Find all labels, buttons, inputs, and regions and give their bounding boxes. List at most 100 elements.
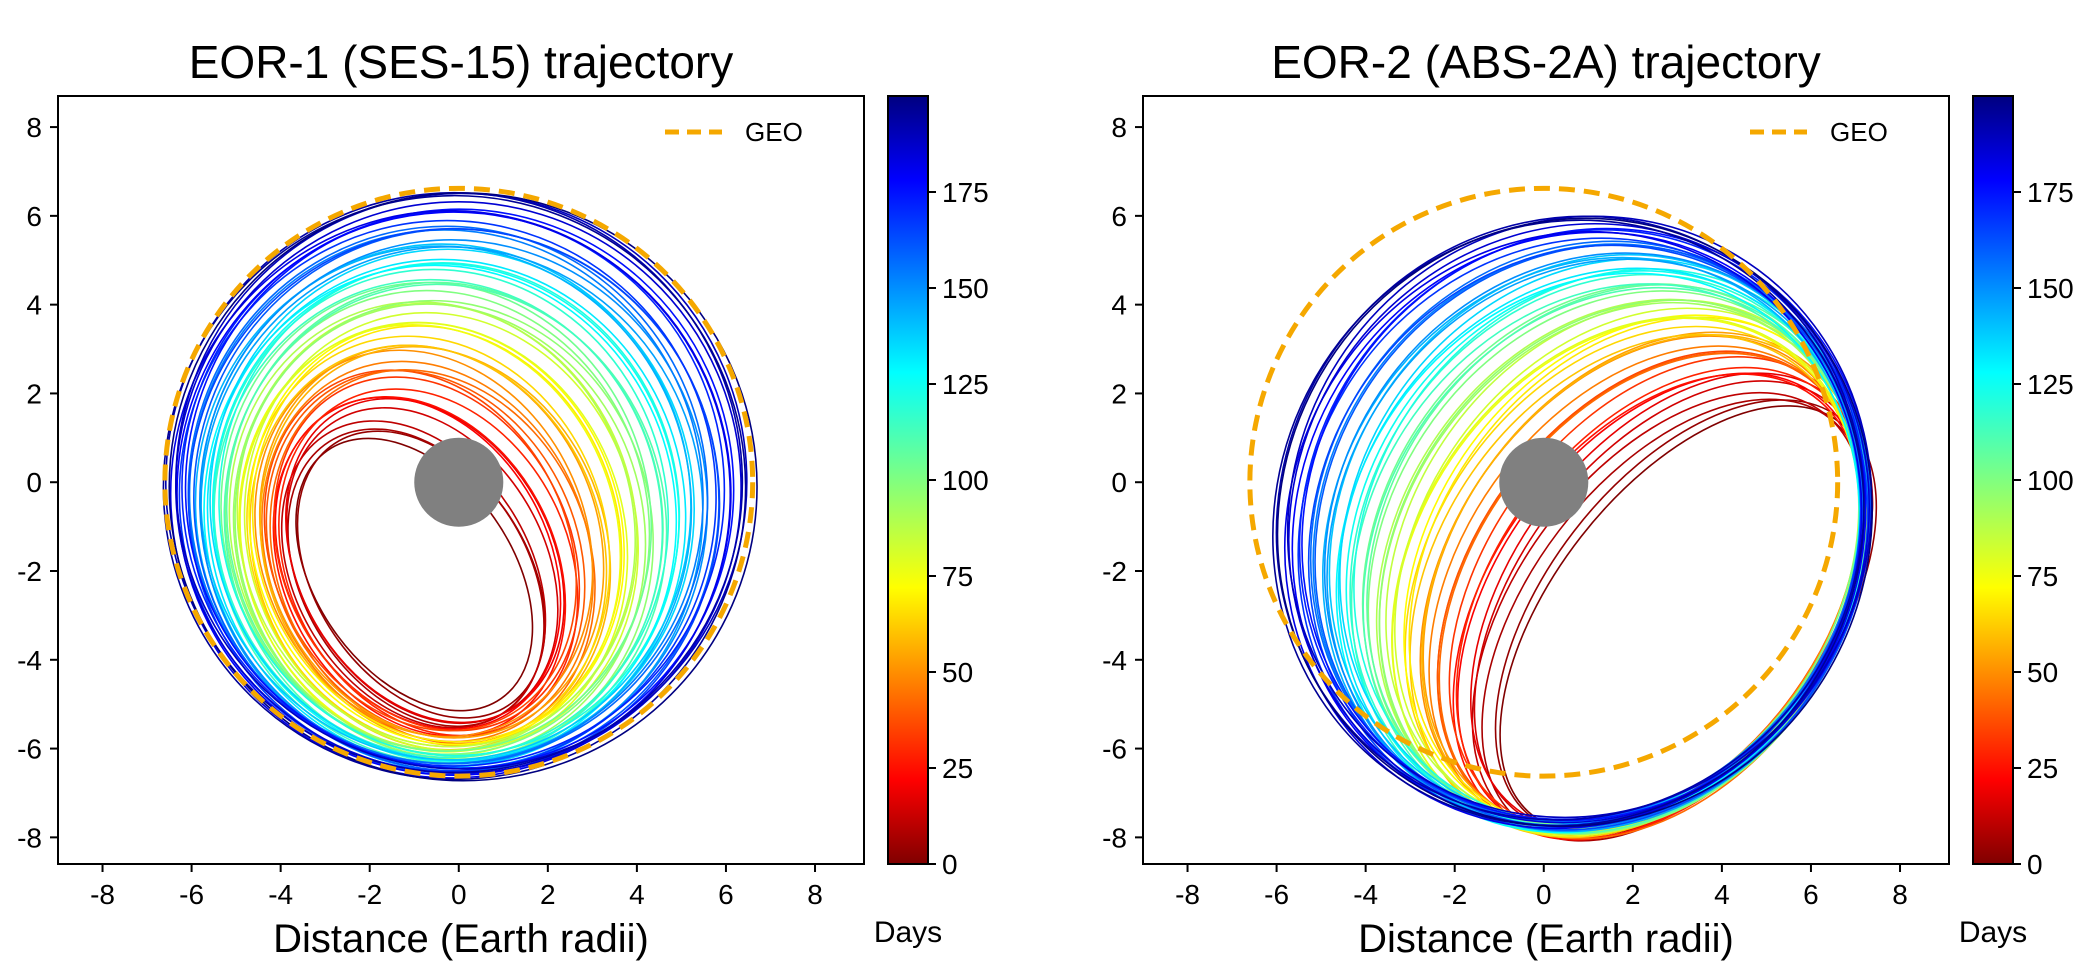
colorbar-tick-label: 175 [2027,177,2074,208]
overlay-group [162,185,756,779]
overlay-group [1247,185,1841,779]
colorbar-tick-label: 0 [942,849,958,880]
y-axis: -8 -6 -4 -2 0 2 4 6 8 [17,112,58,853]
trajectory-orbit [178,219,717,772]
x-tick-label: 6 [1803,879,1819,910]
x-tick-label: 0 [451,879,467,910]
y-tick-label: 4 [1111,290,1127,321]
x-axis-label: Distance (Earth radii) [273,917,649,961]
trajectory-orbit [285,397,565,724]
y-tick-label: 6 [1111,201,1127,232]
y-tick-label: -4 [17,645,42,676]
x-tick-label: 4 [1714,879,1730,910]
trajectory-group [162,191,758,782]
trajectory-orbit [1471,391,1866,841]
colorbar: 0 25 50 75 100 125 150 175 Days [874,95,989,949]
x-axis-label: Distance (Earth radii) [1358,917,1734,961]
trajectory-orbit [265,369,586,739]
colorbar-label: Days [1959,916,2027,949]
colorbar-tick-label: 0 [2027,849,2043,880]
x-tick-label: 8 [1892,879,1908,910]
trajectory-orbit [220,281,653,752]
x-tick-label: 2 [540,879,556,910]
y-tick-label: -4 [1102,645,1127,676]
x-tick-label: -4 [1353,879,1378,910]
trajectory-orbit [1455,366,1873,839]
x-tick-label: -2 [357,879,382,910]
trajectory-orbit [224,289,651,755]
trajectory-orbit [295,437,534,712]
trajectory-orbit [1284,230,1863,830]
x-tick-label: 4 [629,879,645,910]
trajectory-orbit [209,248,695,762]
colorbar-ticks: 0 25 50 75 100 125 150 175 [928,177,989,880]
trajectory-orbit [251,325,623,743]
trajectory-orbit [254,349,594,738]
y-tick-label: 6 [26,201,42,232]
colorbar-tick-label: 175 [942,177,989,208]
y-tick-label: 0 [1111,467,1127,498]
legend: GEO [665,117,803,147]
y-tick-label: -8 [1102,822,1127,853]
x-tick-label: -4 [268,879,293,910]
x-tick-label: 6 [718,879,734,910]
legend: GEO [1750,117,1888,147]
x-axis: -8 -6 -4 -2 0 2 4 6 8 [90,864,823,910]
colorbar-tick-label: 75 [942,561,973,592]
x-tick-label: -8 [1175,879,1200,910]
y-tick-label: -8 [17,822,42,853]
trajectory-orbit [1272,219,1865,827]
chart-panel-eor2: EOR-2 (ABS-2A) trajectory -8 -6 -4 -2 0 2 4 6 8 … [1102,36,2074,961]
y-tick-label: 2 [1111,378,1127,409]
x-tick-label: -2 [1442,879,1467,910]
chart-title: EOR-2 (ABS-2A) trajectory [1271,36,1821,88]
geo-orbit-circle [1247,185,1841,779]
colorbar-gradient [1972,95,2014,865]
legend-label-geo: GEO [1830,117,1888,147]
y-tick-label: -6 [1102,734,1127,765]
colorbar-tick-label: 50 [942,657,973,688]
trajectory-orbit [258,344,605,739]
chart-panel-eor1: EOR-1 (SES-15) trajectory -8 -6 -4 -2 0 2 4 6 8 … [17,36,989,961]
colorbar-label: Days [874,916,942,949]
y-tick-label: -2 [1102,556,1127,587]
x-tick-label: 8 [807,879,823,910]
trajectory-orbit [168,192,758,782]
colorbar: 0 25 50 75 100 125 150 175 Days [1959,95,2074,949]
trajectory-orbit [259,345,612,747]
colorbar-tick-label: 25 [942,753,973,784]
legend-label-geo: GEO [745,117,803,147]
x-tick-label: 2 [1625,879,1641,910]
trajectory-orbit [184,208,735,769]
x-tick-label: -8 [90,879,115,910]
x-tick-label: 0 [1536,879,1552,910]
y-tick-label: -6 [17,734,42,765]
x-axis: -8 -6 -4 -2 0 2 4 6 8 [1175,864,1908,910]
colorbar-tick-label: 100 [942,465,989,496]
trajectory-group [1272,215,1878,842]
colorbar-tick-label: 150 [942,273,989,304]
y-tick-label: -2 [17,556,42,587]
trajectory-orbit [194,245,693,767]
chart-title: EOR-1 (SES-15) trajectory [189,36,733,88]
y-tick-label: 8 [26,112,42,143]
trajectory-orbit [1297,237,1862,826]
colorbar-gradient [887,95,929,865]
trajectory-orbit [272,396,567,737]
trajectory-orbit [1298,229,1867,821]
trajectory-orbit [249,344,608,751]
colorbar-tick-label: 125 [942,369,989,400]
x-tick-label: -6 [1264,879,1289,910]
colorbar-tick-label: 75 [2027,561,2058,592]
y-tick-label: 0 [26,467,42,498]
x-tick-label: -6 [179,879,204,910]
plot-frame [57,95,865,865]
colorbar-tick-label: 125 [2027,369,2074,400]
trajectory-orbit [1286,215,1873,819]
plot-frame [1142,95,1950,865]
earth-disk [414,437,504,527]
colorbar-tick-label: 50 [2027,657,2058,688]
trajectory-orbit [181,210,726,767]
